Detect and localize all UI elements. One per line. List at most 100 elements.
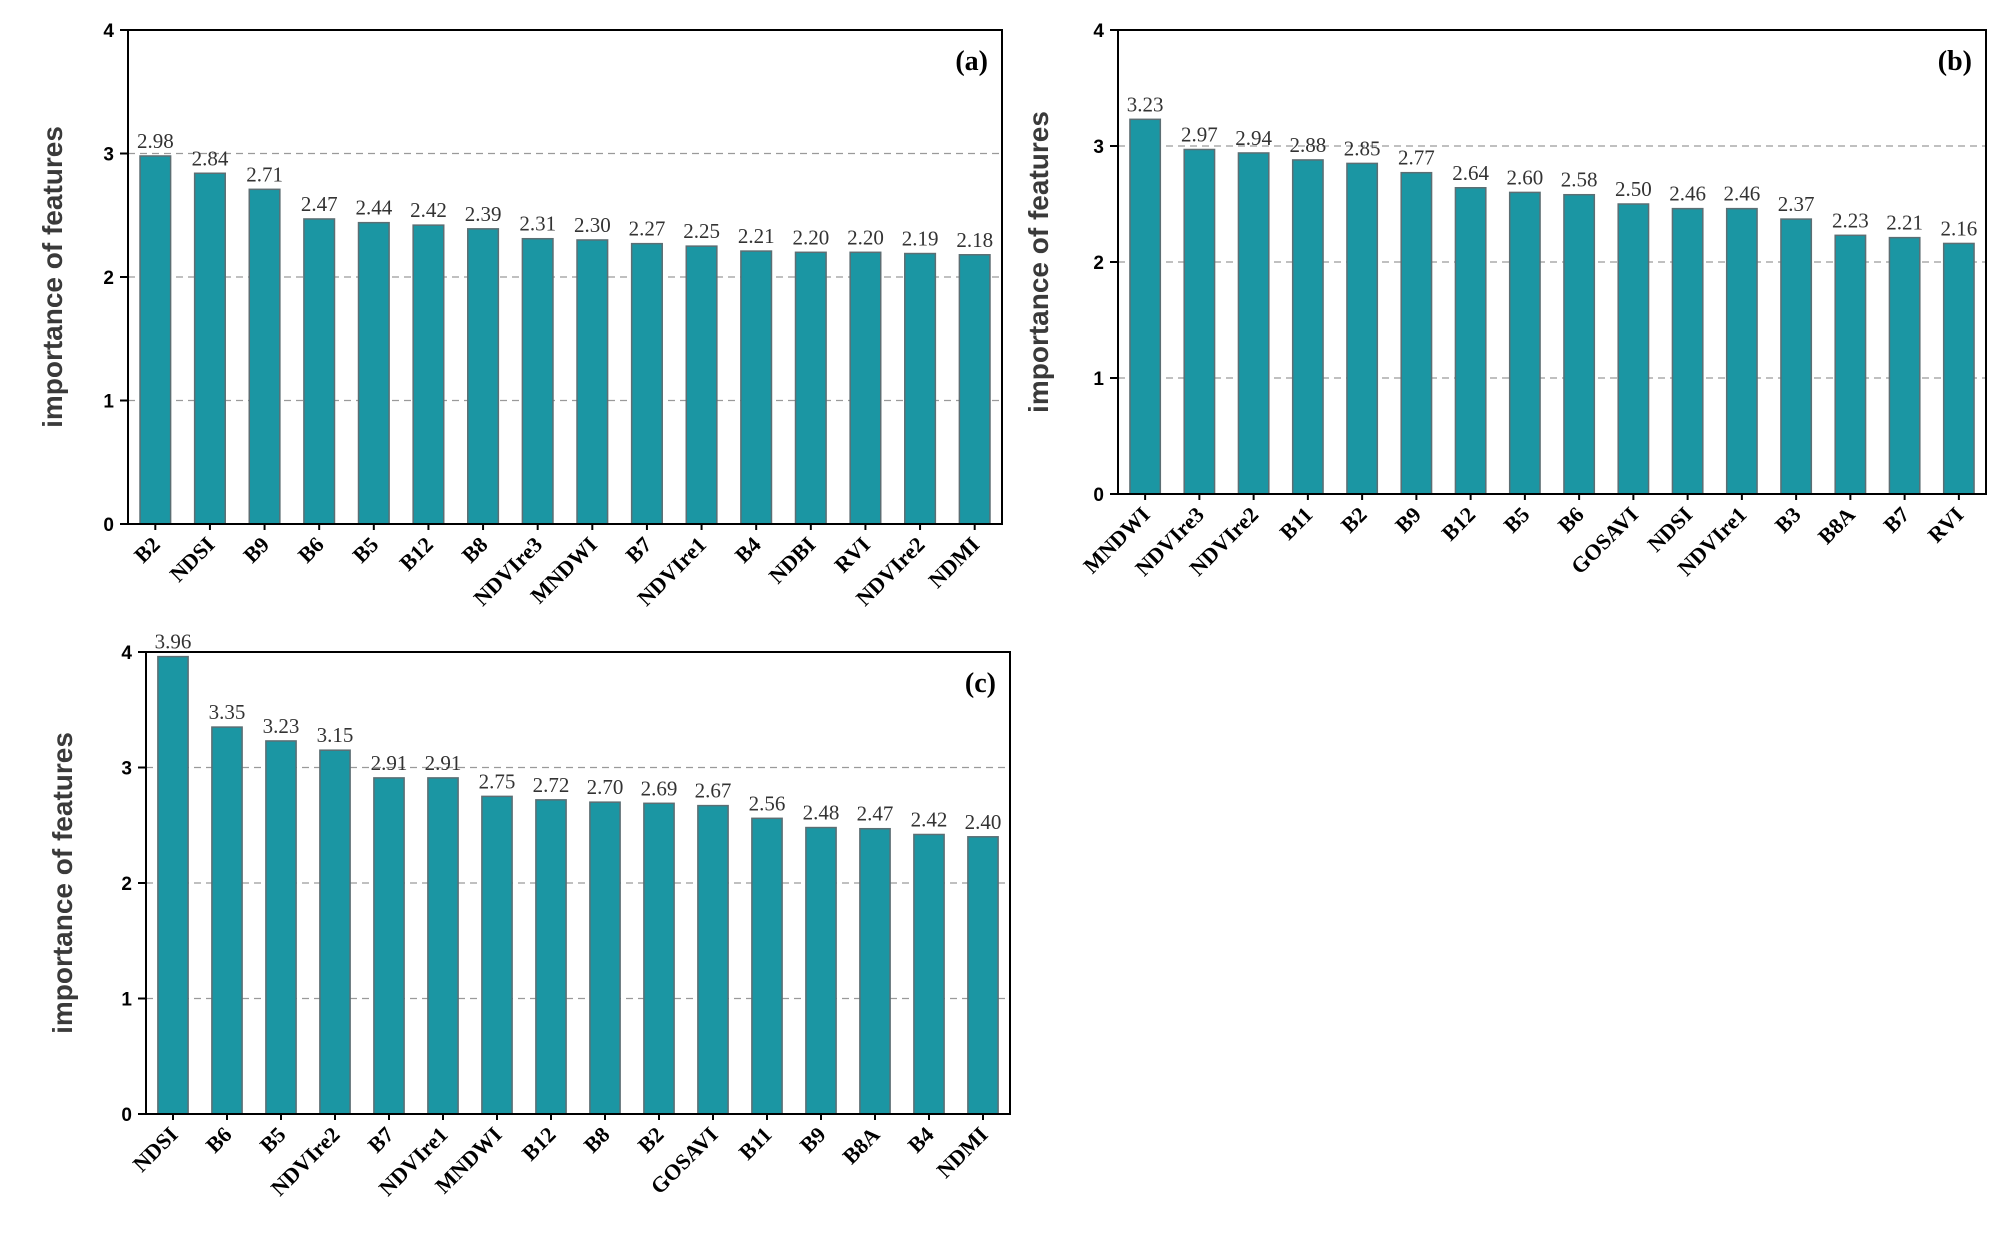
bar [265, 740, 297, 1115]
y-tick-label: 0 [103, 515, 114, 536]
y-tick-label: 1 [103, 392, 114, 413]
value-label: 2.18 [956, 228, 993, 252]
bar [193, 172, 226, 525]
bar [1563, 193, 1596, 495]
bar [967, 836, 999, 1115]
x-tick-label: B5 [1499, 502, 1535, 538]
x-tick-label: B3 [1770, 502, 1806, 538]
y-tick-label: 2 [1093, 253, 1104, 274]
x-tick-label: NDSI [128, 1122, 183, 1177]
value-label: 2.71 [246, 162, 283, 186]
value-label: 2.88 [1290, 133, 1327, 157]
value-label: 2.20 [847, 225, 884, 249]
value-label: 2.39 [465, 202, 502, 226]
x-tick-label: B2 [633, 1122, 669, 1158]
y-tick-label: 1 [121, 990, 132, 1011]
x-tick-label: B4 [903, 1122, 939, 1158]
bar [1454, 187, 1487, 495]
value-label: 2.60 [1507, 165, 1544, 189]
value-label: 2.19 [902, 227, 939, 251]
bar [1780, 218, 1813, 495]
x-tick-label: B7 [1878, 502, 1914, 538]
bar [1291, 159, 1324, 495]
y-axis-label: importance of features [47, 732, 78, 1034]
x-tick-label: NDMI [923, 532, 984, 593]
x-tick-label: B7 [621, 532, 657, 568]
bar [1400, 171, 1433, 495]
x-tick-label: B9 [1390, 502, 1426, 538]
value-label: 2.46 [1724, 182, 1761, 206]
x-tick-label: RVI [1923, 502, 1969, 548]
bar [535, 799, 567, 1115]
panel-label: (b) [1938, 46, 1972, 77]
bar [589, 801, 621, 1115]
bar [740, 250, 773, 525]
x-tick-label: NDBI [764, 532, 821, 589]
bar [1237, 152, 1270, 495]
bar [1617, 203, 1650, 495]
y-axis-label: importance of features [1023, 111, 1054, 413]
x-tick-label: B2 [129, 532, 165, 568]
x-tick-label: B7 [363, 1122, 399, 1158]
value-label: 2.58 [1561, 168, 1598, 192]
bar [357, 221, 390, 525]
bar [1183, 148, 1216, 495]
value-label: 2.23 [1832, 208, 1869, 232]
value-label: 2.72 [533, 773, 570, 797]
bar [751, 817, 783, 1115]
bar [139, 155, 172, 525]
value-label: 3.15 [317, 723, 354, 747]
bar [1671, 207, 1704, 495]
x-tick-label: B6 [293, 532, 329, 568]
bar [248, 188, 281, 525]
bar [576, 239, 609, 525]
bar [805, 826, 837, 1115]
value-label: 2.31 [519, 212, 556, 236]
value-label: 2.40 [965, 810, 1002, 834]
bar [427, 777, 459, 1115]
x-tick-label: B9 [238, 532, 274, 568]
bar [481, 795, 513, 1115]
bar [1508, 191, 1541, 495]
bar [521, 237, 554, 525]
x-tick-label: NDMI [932, 1122, 993, 1183]
y-axis-label: importance of features [37, 126, 68, 428]
bar [794, 251, 827, 525]
value-label: 2.84 [192, 146, 229, 170]
x-tick-label: B6 [201, 1122, 237, 1158]
y-tick-label: 3 [103, 145, 114, 166]
value-label: 2.48 [803, 801, 840, 825]
x-tick-label: B12 [517, 1122, 561, 1166]
x-tick-label: B8A [837, 1122, 884, 1169]
value-label: 3.96 [155, 630, 192, 654]
bar [1834, 234, 1867, 495]
value-label: 2.46 [1669, 182, 1706, 206]
value-label: 2.21 [738, 224, 775, 248]
value-label: 2.69 [641, 776, 678, 800]
value-label: 2.47 [301, 192, 338, 216]
value-label: 2.75 [479, 769, 516, 793]
x-tick-label: B11 [734, 1122, 777, 1165]
bar [859, 827, 891, 1115]
value-label: 2.97 [1181, 122, 1218, 146]
value-label: 2.98 [137, 129, 174, 153]
x-tick-label: B8 [457, 532, 493, 568]
y-tick-label: 0 [1093, 485, 1104, 506]
value-label: 2.94 [1235, 126, 1272, 150]
value-label: 2.30 [574, 213, 611, 237]
bar [904, 252, 937, 525]
x-tick-label: B11 [1275, 502, 1318, 545]
value-label: 2.70 [587, 775, 624, 799]
bar [412, 224, 445, 525]
bar [913, 833, 945, 1115]
x-tick-label: NDSI [165, 532, 220, 587]
chart-panel-2: 3.23MNDWI2.97NDVIre32.94NDVIre22.88B112.… [1023, 21, 1987, 581]
x-tick-label: B9 [795, 1122, 831, 1158]
bar [958, 254, 991, 525]
x-tick-label: B2 [1336, 502, 1372, 538]
value-label: 2.20 [792, 225, 829, 249]
value-label: 2.42 [410, 198, 447, 222]
value-label: 2.44 [355, 196, 392, 220]
bar [1346, 162, 1379, 495]
